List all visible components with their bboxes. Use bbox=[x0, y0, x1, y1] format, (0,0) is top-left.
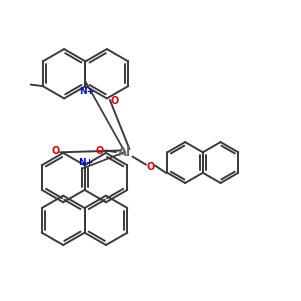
Text: O: O bbox=[146, 162, 155, 172]
Text: N+: N+ bbox=[79, 158, 94, 167]
Text: O: O bbox=[110, 96, 119, 107]
Text: N+: N+ bbox=[79, 87, 94, 96]
Text: Al: Al bbox=[118, 145, 132, 159]
Text: O: O bbox=[95, 145, 104, 156]
Text: O: O bbox=[51, 146, 60, 157]
